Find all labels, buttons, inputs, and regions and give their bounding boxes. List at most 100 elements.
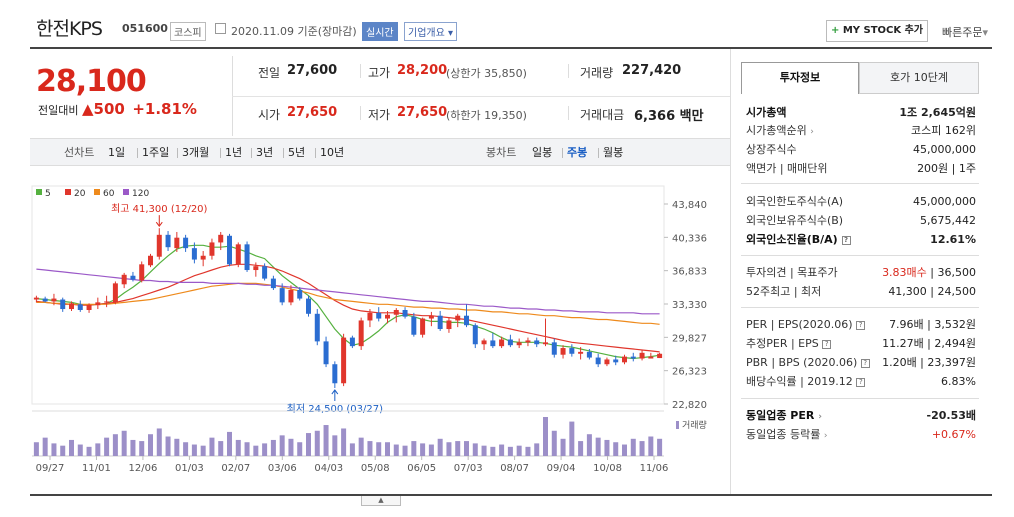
cap-rank-row[interactable]: 시가총액순위 › 코스피 162위	[746, 124, 976, 137]
volume-bar	[130, 439, 136, 456]
period-tab[interactable]: 3개월	[182, 146, 210, 159]
candle-body	[507, 339, 513, 346]
help-icon[interactable]: ?	[856, 320, 866, 330]
volume-bar	[525, 446, 531, 456]
high-label: 고가	[368, 66, 391, 80]
candle-body	[595, 357, 601, 365]
period-tab[interactable]: 5년	[288, 146, 306, 159]
tab-investment-info[interactable]: 투자정보	[741, 62, 859, 94]
tab-quote-10[interactable]: 호가 10단계	[859, 62, 979, 94]
volume-legend-swatch	[676, 421, 679, 429]
volume-bar	[411, 441, 417, 456]
legend-swatch	[123, 189, 129, 195]
candle-body	[499, 339, 505, 347]
volume-bar	[595, 437, 601, 456]
panel-divider	[730, 49, 731, 494]
divider	[251, 148, 252, 158]
candle-body	[490, 340, 496, 347]
volume-bar	[235, 439, 241, 456]
quick-order-dropdown[interactable]: 빠른주문▾	[942, 26, 989, 39]
x-tick-label: 04/03	[314, 463, 343, 474]
volume-bar	[341, 428, 347, 456]
price-chart: 5 20 60 120 43,840 40,336 36,833 33,330 29,827 26…	[31, 185, 707, 474]
help-icon[interactable]: ?	[822, 339, 832, 349]
candle-body	[385, 314, 390, 319]
foreign-hold-row: 외국인보유주식수(B) 5,675,442	[746, 214, 976, 227]
candle-body	[455, 315, 461, 321]
volume-bar	[420, 443, 426, 456]
candle-body	[306, 298, 311, 314]
volume-bar	[534, 443, 540, 456]
volume-bar	[648, 436, 654, 456]
help-icon[interactable]: ?	[841, 235, 851, 245]
candle-body	[630, 356, 636, 359]
period-tab[interactable]: 1주일	[142, 146, 170, 159]
volume-bar	[51, 443, 57, 456]
open-label: 시가	[258, 108, 281, 122]
volume-bar	[481, 445, 487, 456]
volume-bar	[516, 445, 522, 456]
candle-body	[323, 341, 329, 365]
collapse-handle[interactable]: ▲	[361, 496, 401, 506]
volume-bar	[613, 442, 619, 456]
divider	[360, 106, 361, 120]
candle-body	[95, 302, 101, 306]
realtime-button[interactable]: 실시간	[362, 22, 398, 41]
candle-tab[interactable]: 주봉	[567, 146, 588, 159]
candle-body	[297, 290, 303, 299]
y-tick-label: 40,336	[672, 233, 707, 244]
volume-bar	[104, 437, 110, 456]
volume-bar	[244, 442, 250, 456]
volume-bar	[402, 445, 408, 456]
volume-bar	[121, 430, 127, 456]
low-annotation: 최저 24,500 (03/27)	[287, 403, 383, 415]
help-icon[interactable]: ?	[856, 377, 866, 387]
volume-bar	[499, 444, 505, 456]
volume-bar	[586, 434, 592, 456]
legend-label: 20	[74, 189, 86, 199]
volume-bar	[253, 445, 259, 456]
volume-value: 227,420	[622, 63, 682, 78]
divider	[562, 148, 563, 158]
market-cap-row: 시가총액 1조 2,645억원	[746, 106, 976, 119]
candle-body	[569, 348, 575, 354]
help-icon[interactable]: ?	[860, 358, 870, 368]
dividend-row: 배당수익률 | 2019.12 ? 6.83%	[746, 375, 976, 388]
candle-body	[472, 325, 478, 345]
divider	[315, 148, 316, 158]
volume-bar	[639, 441, 645, 456]
volume-label: 거래량	[580, 66, 614, 80]
x-tick-label: 03/06	[268, 463, 297, 474]
candle-body	[402, 309, 408, 317]
candle-tab[interactable]: 일봉	[532, 146, 553, 159]
volume-bar	[270, 439, 276, 456]
prev-close-label: 전일	[258, 66, 281, 80]
period-tab[interactable]: 10년	[320, 146, 345, 159]
volume-bar	[174, 438, 180, 456]
candle-chart-label: 봉차트	[486, 146, 517, 159]
divider	[220, 148, 221, 158]
legend-swatch	[36, 189, 42, 195]
candle-body	[51, 298, 57, 302]
volume-bar	[560, 438, 566, 456]
volume-bar	[323, 425, 329, 456]
divider	[283, 148, 284, 158]
company-overview-dropdown[interactable]: 기업개요 ▾	[404, 22, 458, 41]
low-label: 저가	[368, 108, 391, 122]
sector-rate-row[interactable]: 동일업종 등락률 › +0.67%	[746, 428, 976, 441]
period-tab[interactable]: 3년	[256, 146, 274, 159]
candle-body	[560, 348, 566, 355]
sector-per-row[interactable]: 동일업종 PER › -20.53배	[746, 409, 976, 422]
volume-bar	[33, 442, 39, 456]
volume-bar	[332, 435, 338, 456]
candle-body	[244, 244, 250, 271]
par-row: 액면가 | 매매단위 200원 | 1주	[746, 162, 976, 175]
candle-body	[33, 297, 39, 300]
w52-row: 52주최고 | 최저 41,300 | 24,500	[746, 285, 976, 298]
period-tab[interactable]: 1년	[225, 146, 243, 159]
candle-tab[interactable]: 월봉	[603, 146, 624, 159]
candle-body	[130, 275, 136, 280]
mystock-add-button[interactable]: + MY STOCK 추가	[826, 20, 928, 42]
foreign-limit-row: 외국인한도주식수(A) 45,000,000	[746, 195, 976, 208]
period-tab[interactable]: 1일	[108, 146, 126, 159]
